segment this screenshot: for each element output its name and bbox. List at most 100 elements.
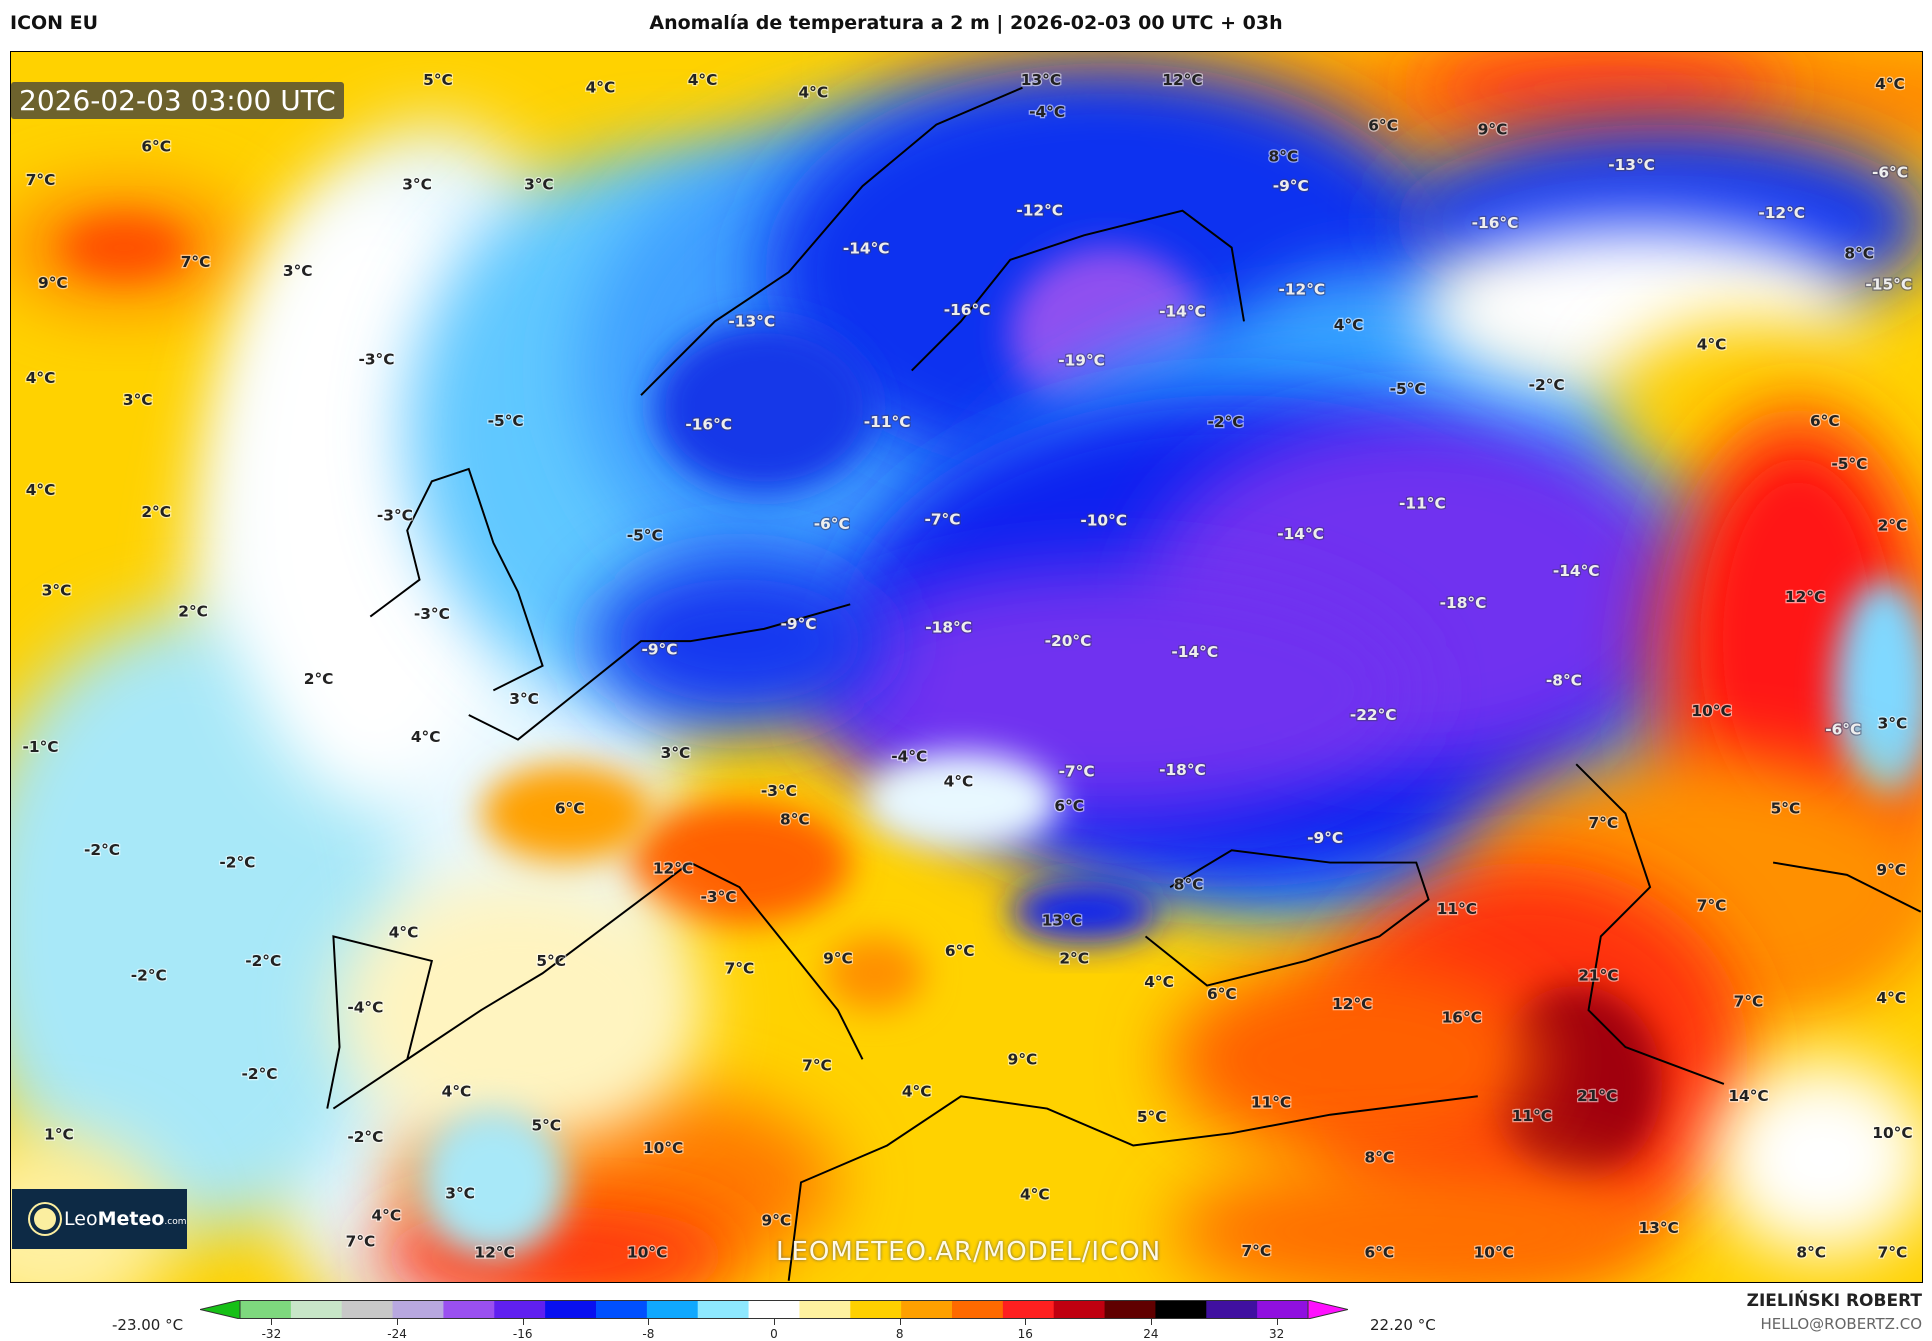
colorbar-segment bbox=[850, 1300, 902, 1319]
temperature-label: -3°C bbox=[701, 888, 737, 906]
temperature-label: -18°C bbox=[925, 619, 972, 637]
temperature-label: 6°C bbox=[1365, 1243, 1395, 1261]
temperature-label: 3°C bbox=[1878, 715, 1908, 733]
colorbar-tick-label: 24 bbox=[1143, 1327, 1159, 1341]
temperature-label: 7°C bbox=[725, 959, 755, 977]
temperature-label: 6°C bbox=[1054, 797, 1084, 815]
coastline bbox=[640, 86, 1023, 396]
temperature-label: 2°C bbox=[178, 603, 208, 621]
temperature-label: 5°C bbox=[1137, 1108, 1167, 1126]
colorbar-segment bbox=[1053, 1300, 1106, 1319]
temperature-label: 2°C bbox=[1059, 949, 1089, 967]
temperature-label: 13°C bbox=[1639, 1219, 1679, 1237]
colorbar-tick-mark bbox=[899, 1318, 901, 1325]
temperature-label: 11°C bbox=[1251, 1093, 1291, 1111]
temperature-label: -6°C bbox=[1872, 163, 1908, 181]
temperature-label: 9°C bbox=[1478, 120, 1508, 138]
temperature-label: -5°C bbox=[627, 526, 663, 544]
anomaly-region bbox=[1416, 52, 1786, 125]
temperature-label: -9°C bbox=[781, 615, 817, 633]
coastline bbox=[1772, 861, 1922, 913]
temperature-label: 4°C bbox=[26, 369, 56, 387]
colorbar-segment bbox=[1155, 1300, 1207, 1319]
temperature-label: -14°C bbox=[1159, 302, 1206, 320]
temperature-label: 6°C bbox=[141, 138, 171, 156]
watermark: LEOMETEO.AR/MODEL/ICON bbox=[776, 1237, 1162, 1267]
temperature-label: -12°C bbox=[1758, 204, 1805, 222]
temperature-label: 10°C bbox=[643, 1139, 683, 1157]
temperature-label: 13°C bbox=[1042, 911, 1082, 929]
colorbar-segment bbox=[799, 1300, 851, 1319]
colorbar-tick-mark bbox=[271, 1318, 273, 1325]
anomaly-field: 5°C 4°C 4°C 4°C 13°C 12°C 4°C 6°C 7°C 3°C 3°C -4°C 6… bbox=[11, 52, 1922, 1282]
valid-time-badge: 2026-02-03 03:00 UTC bbox=[11, 82, 344, 119]
colorbar-segment bbox=[545, 1300, 597, 1319]
temperature-label: 3°C bbox=[661, 744, 691, 762]
logo-text-meteo: Meteo bbox=[97, 1208, 165, 1230]
colorbar-segment bbox=[290, 1300, 343, 1319]
anomaly-region bbox=[591, 555, 888, 728]
anomaly-region bbox=[800, 567, 1417, 814]
temperature-label: 9°C bbox=[823, 949, 853, 967]
anomaly-region bbox=[825, 936, 925, 1011]
model-name: ICON EU bbox=[10, 12, 99, 34]
anomaly-region bbox=[628, 801, 851, 925]
temperature-label: -16°C bbox=[944, 301, 991, 319]
temperature-label: 4°C bbox=[1144, 973, 1174, 991]
colorbar-segment bbox=[1206, 1300, 1258, 1319]
temperature-label: 7°C bbox=[1697, 897, 1727, 915]
temperature-label: 8°C bbox=[780, 810, 810, 828]
anomaly-region bbox=[1170, 960, 1540, 1158]
anomaly-region bbox=[653, 321, 875, 494]
temperature-label: 5°C bbox=[423, 71, 453, 89]
temperature-label: -3°C bbox=[414, 605, 450, 623]
temperature-label: 4°C bbox=[944, 772, 974, 790]
temperature-label: 3°C bbox=[402, 176, 432, 194]
temperature-label: -12°C bbox=[1278, 280, 1325, 298]
temperature-label: 2°C bbox=[1878, 516, 1908, 534]
anomaly-region bbox=[333, 874, 703, 1146]
colorbar-segment bbox=[1257, 1300, 1309, 1319]
temperature-anomaly-map: 5°C 4°C 4°C 4°C 13°C 12°C 4°C 6°C 7°C 3°C 3°C -4°C 6… bbox=[10, 51, 1923, 1283]
temperature-label: -5°C bbox=[1831, 455, 1867, 473]
temperature-label: 3°C bbox=[445, 1184, 475, 1202]
colorbar bbox=[200, 1300, 1348, 1319]
author-email: HELLO@ROBERTZ.CO bbox=[1760, 1315, 1922, 1333]
colorbar-segment bbox=[443, 1300, 495, 1319]
colorbar-tick-label: -8 bbox=[642, 1327, 655, 1341]
temperature-label: 7°C bbox=[1878, 1243, 1908, 1261]
temperature-label: 7°C bbox=[1241, 1242, 1271, 1260]
temperature-label: 7°C bbox=[1588, 814, 1618, 832]
temperature-label: 8°C bbox=[1269, 147, 1299, 165]
anomaly-region bbox=[1711, 1059, 1922, 1257]
temperature-label: 4°C bbox=[26, 481, 56, 499]
colorbar-tick-label: 32 bbox=[1268, 1327, 1285, 1341]
temperature-label: -14°C bbox=[1171, 643, 1218, 661]
temperature-label: 14°C bbox=[1728, 1087, 1768, 1105]
coastline bbox=[369, 467, 544, 692]
temperature-label: 6°C bbox=[555, 799, 585, 817]
temperature-label: 4°C bbox=[688, 71, 718, 89]
colorbar-segment bbox=[697, 1300, 750, 1319]
temperature-label: -4°C bbox=[891, 748, 927, 766]
colorbar-segment bbox=[240, 1300, 292, 1319]
temperature-label: 6°C bbox=[1207, 985, 1237, 1003]
temperature-label: -6°C bbox=[1825, 721, 1861, 739]
coastline bbox=[1144, 849, 1430, 987]
temperature-label: 4°C bbox=[371, 1207, 401, 1225]
temperature-label: -14°C bbox=[1277, 525, 1324, 543]
coastline bbox=[1575, 763, 1725, 1085]
temperature-label: 1°C bbox=[44, 1125, 74, 1143]
temperature-label: 13°C bbox=[1021, 71, 1061, 89]
temperature-label: -16°C bbox=[1472, 214, 1519, 232]
anomaly-region bbox=[419, 1108, 568, 1257]
temperature-label: -8°C bbox=[1546, 671, 1582, 689]
temperature-label: 2°C bbox=[304, 670, 334, 688]
temperature-label: 8°C bbox=[1844, 245, 1874, 263]
coastline bbox=[326, 935, 434, 1110]
temperature-label: -13°C bbox=[1608, 156, 1655, 174]
temperature-label: -22°C bbox=[1350, 706, 1397, 724]
coastline bbox=[787, 1095, 1478, 1281]
temperature-label: 8°C bbox=[1796, 1243, 1826, 1261]
temperature-label: -9°C bbox=[1273, 177, 1309, 195]
